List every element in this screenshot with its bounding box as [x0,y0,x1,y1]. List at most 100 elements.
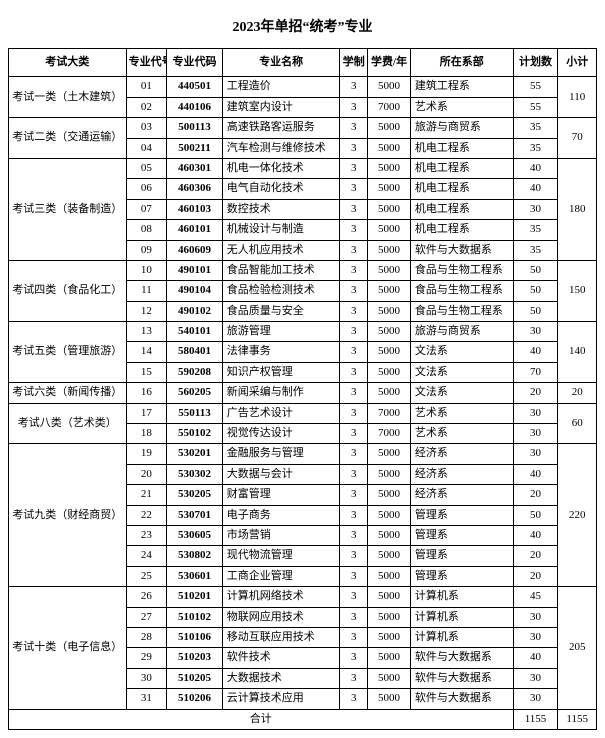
cell-prof-no: 29 [126,648,167,668]
cell-fee: 5000 [368,281,411,301]
cell-subtotal: 70 [558,118,597,159]
cell-prof-no: 16 [126,383,167,403]
cell-prof-code: 530701 [167,505,223,525]
cell-prof-name: 无人机应用技术 [222,240,340,260]
cell-fee: 5000 [368,444,411,464]
cell-subtotal: 220 [558,444,597,587]
cell-prof-name: 食品智能加工技术 [222,260,340,280]
cell-years: 3 [340,607,368,627]
cell-prof-name: 计算机网络技术 [222,587,340,607]
cell-dept: 食品与生物工程系 [410,301,513,321]
col-prof-name: 专业名称 [222,49,340,77]
cell-subtotal: 180 [558,158,597,260]
cell-plan: 30 [513,689,558,709]
cell-fee: 7000 [368,403,411,423]
cell-plan: 50 [513,505,558,525]
cell-prof-code: 590208 [167,362,223,382]
col-fee: 学费/年 [368,49,411,77]
cell-years: 3 [340,179,368,199]
cell-fee: 5000 [368,158,411,178]
cell-prof-code: 460101 [167,220,223,240]
cell-category: 考试一类（土木建筑） [9,77,127,118]
cell-plan: 50 [513,281,558,301]
cell-years: 3 [340,260,368,280]
cell-fee: 5000 [368,587,411,607]
col-years: 学制 [340,49,368,77]
cell-prof-code: 500211 [167,138,223,158]
cell-prof-code: 530302 [167,464,223,484]
cell-prof-name: 现代物流管理 [222,546,340,566]
cell-prof-code: 490101 [167,260,223,280]
cell-fee: 5000 [368,546,411,566]
cell-years: 3 [340,668,368,688]
cell-dept: 软件与大数据系 [410,648,513,668]
cell-fee: 5000 [368,342,411,362]
cell-prof-no: 21 [126,485,167,505]
cell-dept: 食品与生物工程系 [410,260,513,280]
cell-plan: 40 [513,342,558,362]
cell-category: 考试三类（装备制造） [9,158,127,260]
table-row: 考试三类（装备制造）05460301机电一体化技术35000机电工程系40180 [9,158,597,178]
cell-prof-code: 530205 [167,485,223,505]
footer-total-sub: 1155 [558,709,597,729]
cell-prof-no: 12 [126,301,167,321]
cell-prof-code: 460103 [167,199,223,219]
cell-prof-no: 24 [126,546,167,566]
cell-prof-no: 31 [126,689,167,709]
cell-years: 3 [340,689,368,709]
cell-dept: 管理系 [410,505,513,525]
cell-dept: 旅游与商贸系 [410,322,513,342]
cell-prof-name: 工程造价 [222,77,340,97]
cell-plan: 30 [513,444,558,464]
table-row: 考试九类（财经商贸）19530201金融服务与管理35000经济系30220 [9,444,597,464]
cell-plan: 55 [513,97,558,117]
cell-prof-code: 500113 [167,118,223,138]
cell-fee: 5000 [368,362,411,382]
cell-dept: 计算机系 [410,627,513,647]
cell-prof-code: 490102 [167,301,223,321]
cell-years: 3 [340,648,368,668]
cell-prof-code: 440106 [167,97,223,117]
cell-prof-name: 市场营销 [222,525,340,545]
cell-plan: 30 [513,424,558,444]
cell-years: 3 [340,281,368,301]
cell-prof-code: 460306 [167,179,223,199]
cell-plan: 40 [513,158,558,178]
cell-fee: 7000 [368,97,411,117]
cell-years: 3 [340,158,368,178]
cell-subtotal: 150 [558,260,597,321]
table-footer-row: 合计11551155 [9,709,597,729]
cell-plan: 20 [513,566,558,586]
cell-plan: 20 [513,485,558,505]
cell-fee: 5000 [368,668,411,688]
cell-subtotal: 205 [558,587,597,709]
cell-dept: 软件与大数据系 [410,668,513,688]
cell-years: 3 [340,464,368,484]
cell-years: 3 [340,424,368,444]
cell-prof-name: 建筑室内设计 [222,97,340,117]
col-plan: 计划数 [513,49,558,77]
cell-prof-code: 510201 [167,587,223,607]
cell-fee: 5000 [368,220,411,240]
cell-years: 3 [340,322,368,342]
cell-prof-code: 510203 [167,648,223,668]
cell-prof-name: 物联网应用技术 [222,607,340,627]
cell-prof-no: 14 [126,342,167,362]
cell-prof-no: 26 [126,587,167,607]
cell-prof-name: 广告艺术设计 [222,403,340,423]
cell-prof-name: 云计算技术应用 [222,689,340,709]
cell-dept: 经济系 [410,464,513,484]
cell-prof-no: 23 [126,525,167,545]
cell-years: 3 [340,383,368,403]
cell-prof-name: 大数据技术 [222,668,340,688]
cell-prof-name: 新闻采编与制作 [222,383,340,403]
cell-prof-name: 旅游管理 [222,322,340,342]
page-title: 2023年单招“统考”专业 [8,8,597,48]
cell-prof-no: 09 [126,240,167,260]
cell-prof-no: 07 [126,199,167,219]
cell-years: 3 [340,362,368,382]
cell-dept: 经济系 [410,485,513,505]
cell-fee: 5000 [368,322,411,342]
cell-years: 3 [340,342,368,362]
cell-prof-no: 13 [126,322,167,342]
